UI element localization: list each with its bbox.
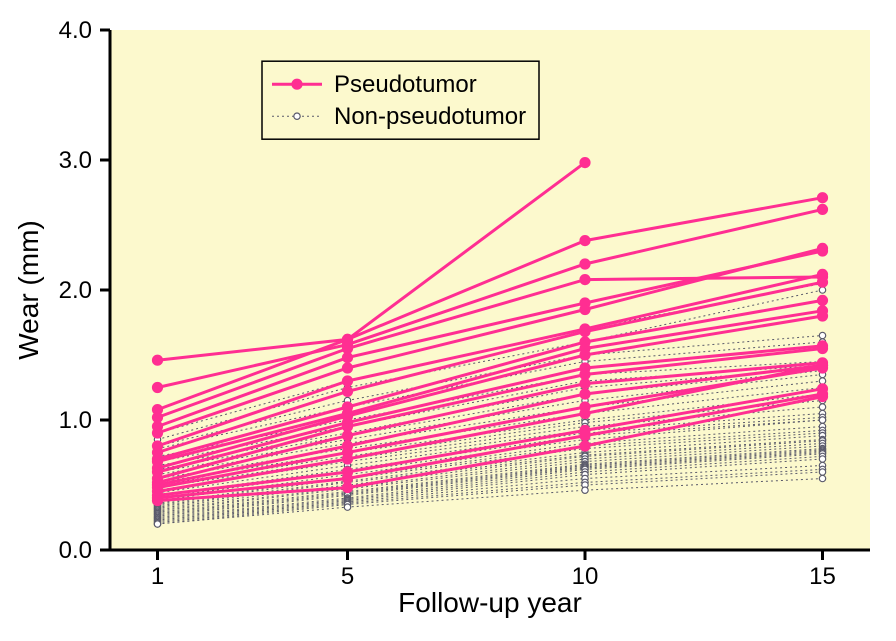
series-marker bbox=[580, 431, 590, 441]
series-marker bbox=[819, 456, 825, 462]
series-marker bbox=[818, 311, 828, 321]
x-tick-label: 10 bbox=[572, 563, 599, 590]
series-marker bbox=[818, 193, 828, 203]
series-marker bbox=[818, 295, 828, 305]
series-marker bbox=[153, 383, 163, 393]
x-tick-label: 1 bbox=[151, 563, 164, 590]
series-marker bbox=[580, 327, 590, 337]
legend-sample-marker bbox=[294, 113, 300, 119]
series-marker bbox=[818, 277, 828, 287]
series-marker bbox=[819, 332, 825, 338]
series-marker bbox=[343, 334, 353, 344]
series-marker bbox=[343, 431, 353, 441]
y-tick-label: 4.0 bbox=[59, 17, 92, 44]
series-marker bbox=[344, 504, 350, 510]
series-marker bbox=[153, 496, 163, 506]
series-marker bbox=[153, 412, 163, 422]
series-marker bbox=[580, 350, 590, 360]
series-marker bbox=[580, 370, 590, 380]
series-marker bbox=[343, 386, 353, 396]
series-marker bbox=[343, 363, 353, 373]
series-marker bbox=[818, 344, 828, 354]
series-marker bbox=[343, 422, 353, 432]
series-marker bbox=[343, 454, 353, 464]
y-tick-label: 2.0 bbox=[59, 277, 92, 304]
series-marker bbox=[818, 204, 828, 214]
series-marker bbox=[153, 428, 163, 438]
series-marker bbox=[580, 236, 590, 246]
series-marker bbox=[153, 355, 163, 365]
y-tick-label: 1.0 bbox=[59, 407, 92, 434]
chart-container: 1510150.01.02.03.04.0Follow-up yearWear … bbox=[0, 0, 896, 641]
series-marker bbox=[580, 379, 590, 389]
x-tick-label: 15 bbox=[809, 563, 836, 590]
series-marker bbox=[343, 344, 353, 354]
series-marker bbox=[819, 475, 825, 481]
y-axis-label: Wear (mm) bbox=[13, 220, 44, 359]
series-marker bbox=[819, 417, 825, 423]
legend-sample-marker bbox=[292, 79, 302, 89]
series-marker bbox=[819, 469, 825, 475]
series-marker bbox=[343, 474, 353, 484]
series-marker bbox=[580, 389, 590, 399]
series-marker bbox=[343, 376, 353, 386]
series-marker bbox=[580, 158, 590, 168]
series-marker bbox=[343, 483, 353, 493]
x-tick-label: 5 bbox=[341, 563, 354, 590]
series-marker bbox=[580, 409, 590, 419]
legend-label: Non-pseudotumor bbox=[334, 103, 526, 130]
series-marker bbox=[818, 243, 828, 253]
series-marker bbox=[343, 353, 353, 363]
series-marker bbox=[580, 441, 590, 451]
series-marker bbox=[582, 487, 588, 493]
series-marker bbox=[580, 275, 590, 285]
y-tick-label: 3.0 bbox=[59, 147, 92, 174]
wear-followup-chart: 1510150.01.02.03.04.0Follow-up yearWear … bbox=[0, 0, 896, 641]
series-marker bbox=[818, 392, 828, 402]
series-marker bbox=[818, 360, 828, 370]
series-marker bbox=[580, 305, 590, 315]
legend-label: Pseudotumor bbox=[334, 71, 477, 98]
series-marker bbox=[154, 521, 160, 527]
series-marker bbox=[580, 259, 590, 269]
x-axis-label: Follow-up year bbox=[398, 587, 582, 618]
series-marker bbox=[819, 404, 825, 410]
y-tick-label: 0.0 bbox=[59, 537, 92, 564]
